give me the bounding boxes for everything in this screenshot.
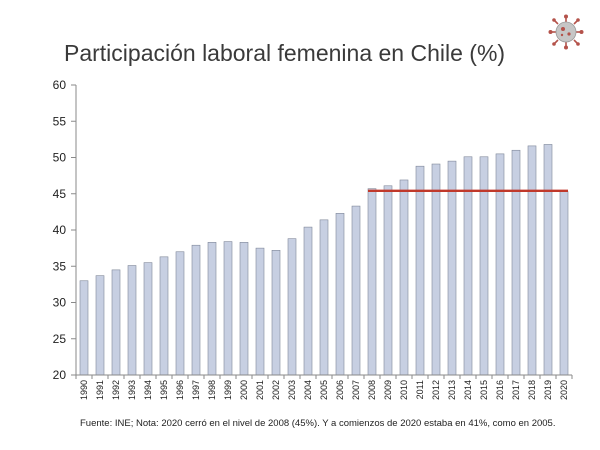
x-tick-label: 2020 — [559, 380, 569, 400]
x-tick-label: 1998 — [207, 380, 217, 400]
x-tick-label: 2011 — [415, 380, 425, 399]
bar-1990 — [79, 280, 89, 376]
bar-2008 — [367, 188, 377, 376]
x-tick-label: 2001 — [255, 380, 265, 400]
bar-2015 — [479, 156, 489, 376]
x-tick-label: 2000 — [239, 380, 249, 400]
x-tick-label: 2017 — [511, 380, 521, 400]
chart-title: Participación laboral femenina en Chile … — [64, 40, 506, 66]
bar-2018 — [527, 145, 537, 376]
source-note: Fuente: INE; Nota: 2020 cerró en el nive… — [80, 418, 556, 429]
x-tick-label: 2007 — [351, 380, 361, 400]
y-tick-label: 60 — [53, 78, 67, 92]
y-tick-label: 25 — [53, 332, 67, 346]
x-tick-label: 2009 — [383, 380, 393, 400]
y-tick-label: 55 — [53, 114, 67, 128]
x-tick-label: 1996 — [175, 380, 185, 400]
bar-1998 — [207, 242, 217, 376]
x-tick-label: 2006 — [335, 380, 345, 400]
x-tick-label: 2005 — [319, 380, 329, 400]
x-tick-label: 2002 — [271, 380, 281, 400]
x-tick-label: 2012 — [431, 380, 441, 400]
x-tick-label: 2018 — [527, 380, 537, 400]
x-tick-label: 2010 — [399, 380, 409, 400]
bar-2000 — [239, 242, 249, 376]
y-tick-label: 40 — [53, 223, 67, 237]
bar-1994 — [143, 262, 153, 376]
x-tick-label: 1992 — [111, 380, 121, 400]
x-tick-label: 1990 — [79, 380, 89, 400]
bar-2009 — [383, 185, 393, 376]
y-tick-label: 45 — [53, 187, 67, 201]
bar-1995 — [159, 256, 169, 376]
bar-2010 — [399, 179, 409, 376]
y-axis: 20 25 30 35 40 45 50 55 60 — [53, 78, 77, 382]
bar-2001 — [255, 247, 265, 376]
bar-1996 — [175, 251, 185, 376]
bar-2011 — [415, 165, 425, 376]
bar-1993 — [127, 265, 137, 376]
bars — [79, 144, 569, 376]
y-tick-label: 35 — [53, 259, 67, 273]
bar-2007 — [351, 205, 361, 376]
bar-2020 — [559, 191, 569, 376]
x-tick-label: 1993 — [127, 380, 137, 400]
bar-1997 — [191, 244, 201, 376]
bar-2012 — [431, 163, 441, 376]
y-tick-label: 30 — [53, 296, 67, 310]
bar-1999 — [223, 241, 233, 376]
bar-2005 — [319, 219, 329, 376]
x-tick-label: 2013 — [447, 380, 457, 400]
x-tick-label: 1997 — [191, 380, 201, 400]
bar-2014 — [463, 156, 473, 376]
bar-2016 — [495, 153, 505, 376]
x-tick-label: 2003 — [287, 380, 297, 400]
x-axis: 1990 1991 1992 1993 1994 1995 1996 1997 1998 1999… — [75, 374, 573, 400]
bar-2004 — [303, 226, 313, 376]
x-tick-label: 1994 — [143, 380, 153, 400]
x-tick-label: 2014 — [463, 380, 473, 400]
x-tick-label: 1999 — [223, 380, 233, 400]
x-tick-label: 2019 — [543, 380, 553, 400]
bar-2019 — [543, 144, 553, 376]
bar-2017 — [511, 149, 521, 376]
x-tick-label: 2016 — [495, 380, 505, 400]
x-tick-label: 2004 — [303, 380, 313, 400]
virus-icon — [548, 14, 584, 50]
bar-1992 — [111, 269, 121, 376]
x-tick-label: 1995 — [159, 380, 169, 400]
y-tick-label: 50 — [53, 151, 67, 165]
x-tick-label: 2008 — [367, 380, 377, 400]
bar-2003 — [287, 238, 297, 376]
y-tick-label: 20 — [53, 368, 67, 382]
x-tick-label: 2015 — [479, 380, 489, 400]
bar-2002 — [271, 250, 281, 376]
bar-1991 — [95, 275, 105, 376]
x-tick-label: 1991 — [95, 380, 105, 400]
bar-2013 — [447, 160, 457, 376]
bar-2006 — [335, 213, 345, 376]
